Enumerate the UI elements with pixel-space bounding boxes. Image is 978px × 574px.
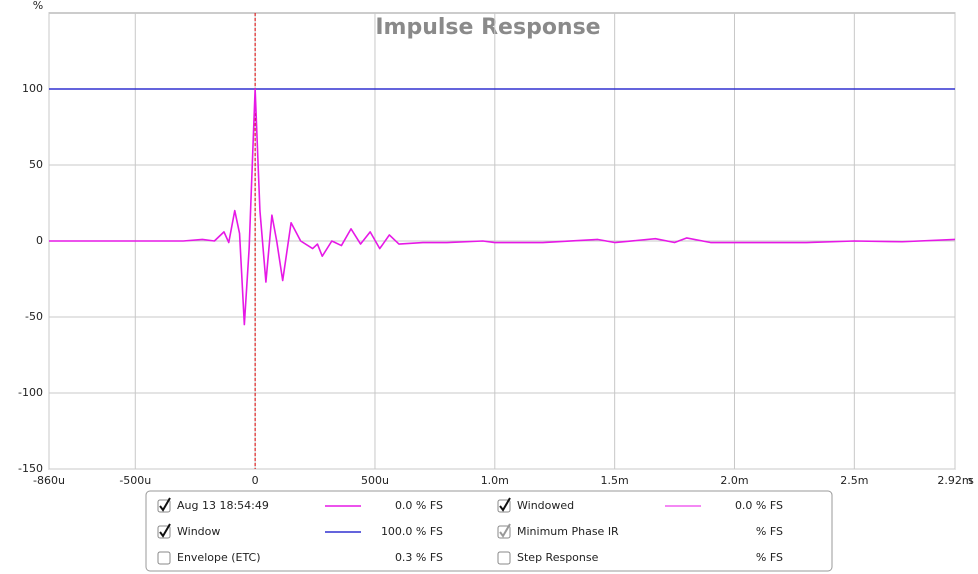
checkbox[interactable] bbox=[157, 551, 171, 565]
check-mark bbox=[159, 497, 171, 512]
x-tick-label: 0 bbox=[252, 474, 259, 487]
y-tick-label: -100 bbox=[18, 386, 43, 399]
x-tick-label: 2.92m bbox=[937, 474, 972, 487]
legend-value: 0.0 % FS bbox=[395, 499, 443, 512]
checkbox[interactable] bbox=[497, 551, 511, 565]
legend-value: 100.0 % FS bbox=[381, 525, 443, 538]
legend-value: % FS bbox=[756, 525, 783, 538]
x-tick-label: 500u bbox=[361, 474, 389, 487]
legend-box bbox=[145, 490, 833, 572]
x-tick-label: -860u bbox=[33, 474, 65, 487]
y-tick-label: 100 bbox=[22, 82, 43, 95]
x-axis-label: s bbox=[968, 474, 974, 487]
check-mark bbox=[159, 523, 171, 538]
x-tick-label: 1.0m bbox=[481, 474, 509, 487]
y-tick-label: 0 bbox=[36, 234, 43, 247]
legend-value: 0.0 % FS bbox=[735, 499, 783, 512]
y-tick-label: -50 bbox=[25, 310, 43, 323]
legend-label: Aug 13 18:54:49 bbox=[177, 499, 269, 512]
legend-label: Minimum Phase IR bbox=[517, 525, 619, 538]
legend-label: Window bbox=[177, 525, 220, 538]
y-tick-label: 50 bbox=[29, 158, 43, 171]
check-mark bbox=[499, 523, 511, 538]
y-tick-label: -150 bbox=[18, 462, 43, 475]
impulse-line bbox=[49, 88, 956, 326]
check-mark bbox=[499, 497, 511, 512]
x-tick-label: 2.5m bbox=[840, 474, 868, 487]
x-tick-label: 2.0m bbox=[720, 474, 748, 487]
legend-value: 0.3 % FS bbox=[395, 551, 443, 564]
legend-value: % FS bbox=[756, 551, 783, 564]
legend-label: Windowed bbox=[517, 499, 574, 512]
legend-label: Step Response bbox=[517, 551, 599, 564]
x-tick-label: 1.5m bbox=[601, 474, 629, 487]
legend-label: Envelope (ETC) bbox=[177, 551, 261, 564]
chart-title: Impulse Response bbox=[375, 15, 600, 40]
y-axis-label: % bbox=[33, 0, 43, 12]
x-tick-label: -500u bbox=[119, 474, 151, 487]
